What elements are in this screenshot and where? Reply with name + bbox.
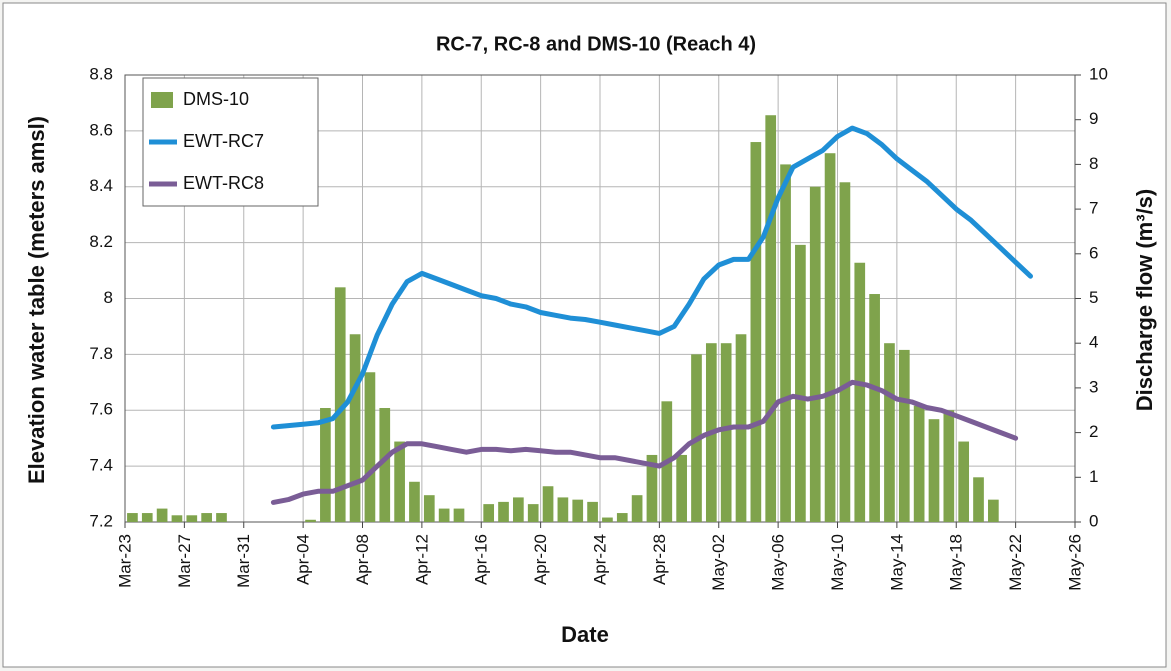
- chart-title: RC-7, RC-8 and DMS-10 (Reach 4): [436, 33, 756, 55]
- y-tick-label: 7.4: [89, 456, 113, 475]
- y-tick-label: 8.6: [89, 120, 113, 139]
- bar: [587, 501, 598, 522]
- bar: [720, 343, 732, 522]
- bar: [141, 513, 153, 522]
- bar: [334, 287, 346, 522]
- bar: [884, 343, 895, 522]
- legend-label: DMS-10: [183, 89, 249, 109]
- x-tick-label: May-10: [828, 534, 847, 591]
- y-tick-label: 8.8: [89, 64, 113, 83]
- x-tick-label: May-06: [769, 534, 788, 591]
- y2-tick-label: 2: [1089, 422, 1098, 441]
- bar: [824, 153, 836, 522]
- y2-tick-label: 1: [1089, 467, 1098, 486]
- x-tick-label: Apr-16: [472, 534, 491, 585]
- bar: [780, 164, 791, 522]
- bar: [364, 372, 376, 522]
- bar: [156, 508, 168, 522]
- x-tick-label: May-22: [1006, 534, 1025, 591]
- x-tick-label: Mar-27: [175, 534, 194, 588]
- y-tick-label: 8.2: [89, 232, 113, 251]
- bar: [839, 182, 851, 522]
- y2-tick-label: 7: [1089, 199, 1098, 218]
- y-tick-label: 8: [104, 288, 113, 307]
- bar: [423, 495, 435, 522]
- x-axis-label: Date: [561, 622, 609, 647]
- y2-tick-label: 4: [1089, 333, 1098, 352]
- x-tick-label: Apr-12: [412, 534, 431, 585]
- y2-tick-label: 5: [1089, 288, 1098, 307]
- y-tick-label: 7.2: [89, 511, 113, 530]
- bar: [943, 410, 955, 522]
- bar: [958, 441, 970, 522]
- x-tick-label: Apr-24: [590, 534, 609, 585]
- bar: [750, 142, 762, 523]
- x-tick-label: May-14: [887, 534, 906, 591]
- bar: [913, 405, 925, 522]
- bar: [631, 495, 643, 522]
- y2-tick-label: 9: [1089, 109, 1098, 128]
- x-tick-label: Mar-31: [234, 534, 253, 588]
- x-tick-label: Apr-08: [353, 534, 372, 585]
- y2-tick-label: 8: [1089, 154, 1098, 173]
- y-tick-label: 7.6: [89, 400, 113, 419]
- bar: [765, 115, 777, 522]
- bar: [349, 334, 361, 522]
- bar: [201, 513, 212, 522]
- bar: [795, 244, 806, 523]
- x-tick-label: May-18: [947, 534, 966, 591]
- bar: [513, 497, 524, 522]
- y2-tick-label: 6: [1089, 243, 1098, 262]
- bar: [171, 515, 183, 522]
- bar: [409, 481, 420, 522]
- y-axis-label: Elevation water table (meters amsl): [24, 116, 49, 484]
- bar: [572, 499, 584, 522]
- y-tick-label: 8.4: [89, 176, 113, 195]
- x-tick-label: Mar-23: [115, 534, 134, 588]
- y2-tick-label: 3: [1089, 377, 1098, 396]
- x-tick-label: Apr-28: [650, 534, 669, 585]
- y2-tick-label: 0: [1089, 511, 1098, 530]
- bar: [928, 419, 940, 522]
- legend-label: EWT-RC7: [183, 131, 264, 151]
- bar: [988, 499, 999, 522]
- bar: [216, 513, 227, 522]
- bar: [394, 441, 405, 522]
- bar: [127, 513, 138, 522]
- bar: [602, 517, 613, 522]
- y2-axis-label: Discharge flow (m³/s): [1132, 189, 1157, 411]
- line: [270, 379, 1019, 505]
- bar: [809, 186, 821, 522]
- y2-tick-label: 10: [1089, 64, 1108, 83]
- x-tick-label: Apr-04: [294, 534, 313, 585]
- bar: [438, 508, 450, 522]
- line: [270, 125, 1033, 430]
- x-tick-label: May-02: [709, 534, 728, 591]
- bar: [379, 408, 391, 522]
- legend-swatch: [151, 92, 173, 108]
- bar: [542, 486, 554, 522]
- bar: [527, 504, 539, 522]
- plot-border: [124, 74, 1076, 523]
- bar: [305, 519, 316, 522]
- bar: [646, 454, 658, 522]
- bar: [676, 454, 687, 522]
- legend-label: EWT-RC8: [183, 173, 264, 193]
- bar: [869, 294, 880, 522]
- bar: [557, 497, 569, 522]
- bar: [973, 477, 984, 522]
- bar: [483, 504, 495, 522]
- bar: [898, 349, 910, 522]
- x-tick-label: May-26: [1065, 534, 1084, 591]
- bar: [320, 408, 331, 522]
- bar: [616, 513, 628, 522]
- y-tick-label: 7.8: [89, 344, 113, 363]
- bar: [453, 508, 465, 522]
- bar: [186, 515, 198, 522]
- bar: [498, 501, 509, 522]
- x-tick-label: Apr-20: [531, 534, 550, 585]
- bar: [854, 262, 866, 522]
